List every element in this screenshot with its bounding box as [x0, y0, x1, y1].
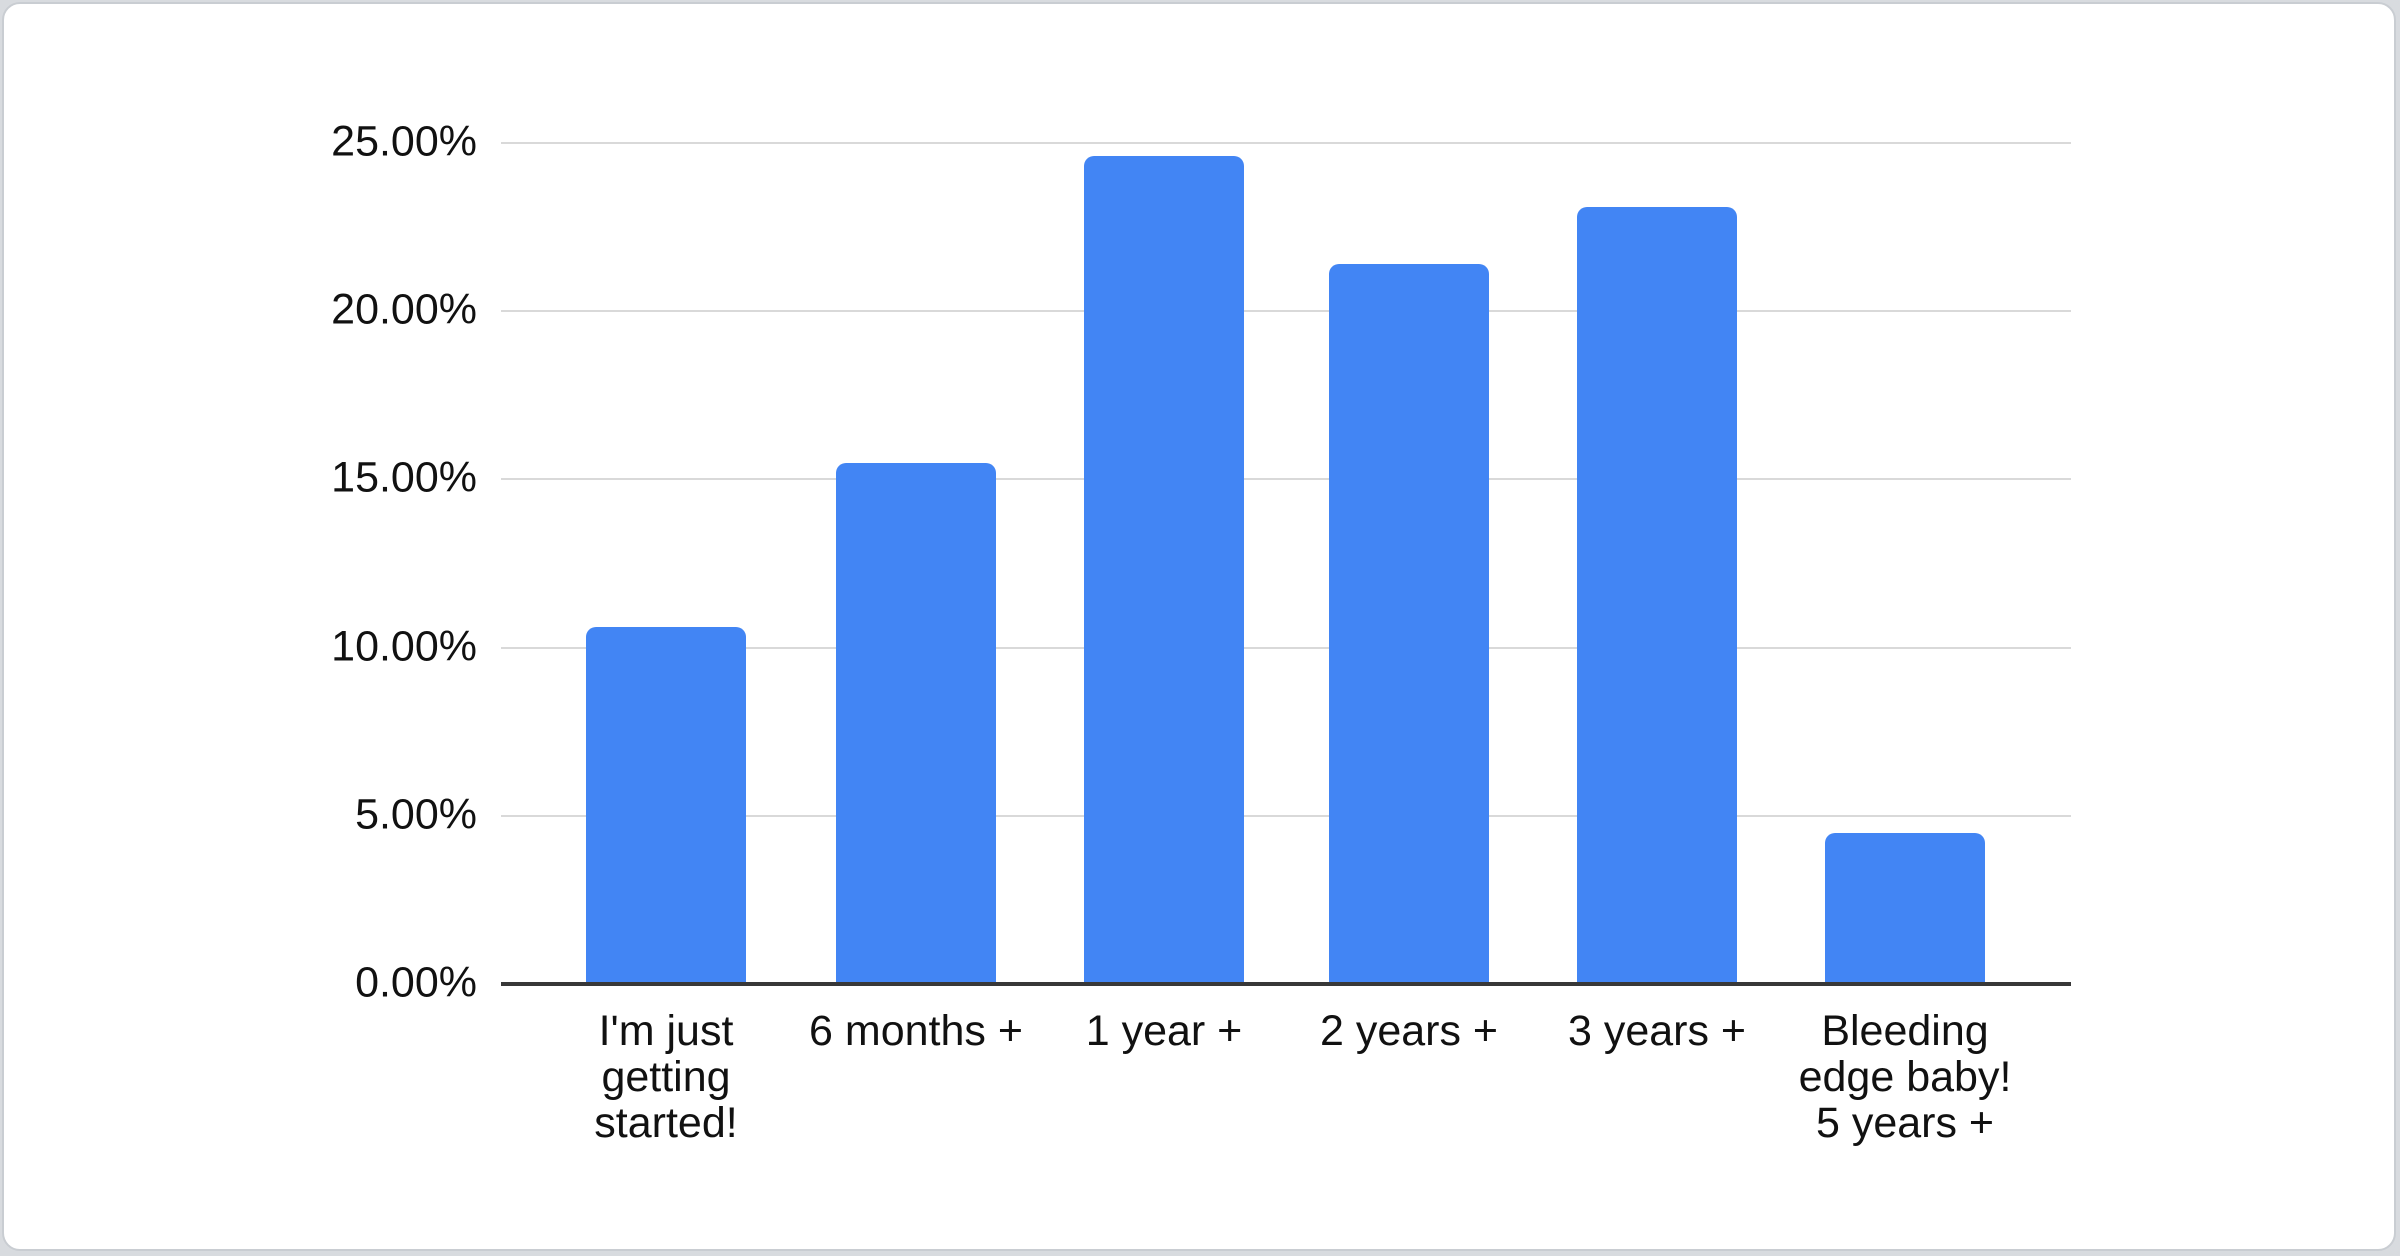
x-category-label-line: Bleeding [1821, 1007, 1989, 1055]
bar-6[interactable] [1825, 833, 1985, 984]
x-axis-line [501, 982, 2071, 986]
gridline-10.00% [501, 647, 2071, 649]
x-category-label-line: 5 years + [1815, 1099, 1995, 1147]
gridline-20.00% [501, 310, 2071, 312]
bar-5[interactable] [1577, 207, 1737, 984]
gridline-25.00% [501, 142, 2071, 144]
y-tick-label: 15.00% [331, 453, 477, 502]
gridline-5.00% [501, 815, 2071, 817]
x-category-label-5: 3 years + [1517, 1008, 1797, 1054]
y-tick-label: 5.00% [355, 790, 477, 839]
x-category-label-3: 1 year + [1024, 1008, 1304, 1054]
x-category-label-line: edge baby! [1798, 1053, 2012, 1101]
bar-1[interactable] [586, 627, 746, 984]
x-category-label-6: Bleeding edge baby! 5 years + [1765, 1008, 2045, 1146]
y-tick-label: 25.00% [331, 117, 477, 166]
x-category-label-line: I'm just [598, 1007, 734, 1055]
bar-3[interactable] [1084, 156, 1244, 984]
x-category-label-1: I'm just getting started! [526, 1008, 806, 1146]
x-category-label-line: getting [601, 1053, 731, 1101]
bar-2[interactable] [836, 463, 996, 984]
x-category-label-line: 1 year + [1085, 1007, 1243, 1055]
bar-4[interactable] [1329, 264, 1489, 984]
x-category-label-4: 2 years + [1269, 1008, 1549, 1054]
x-category-label-2: 6 months + [776, 1008, 1056, 1054]
y-tick-label: 10.00% [331, 622, 477, 671]
x-category-label-line: started! [594, 1099, 738, 1147]
y-tick-label: 0.00% [355, 958, 477, 1007]
x-category-label-line: 2 years + [1319, 1007, 1499, 1055]
x-category-label-line: 3 years + [1567, 1007, 1747, 1055]
plot-area: 25.00% 20.00% 15.00% 10.00% 5.00% 0.00% I'm ju… [331, 118, 2071, 1146]
gridline-15.00% [501, 478, 2071, 480]
y-tick-label: 20.00% [331, 285, 477, 334]
x-category-label-line: 6 months + [809, 1007, 1023, 1055]
